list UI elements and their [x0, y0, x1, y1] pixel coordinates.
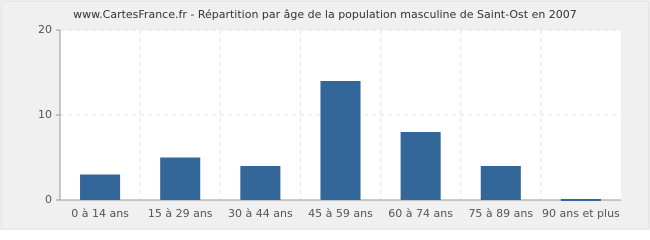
bar	[320, 81, 361, 200]
x-tick-label: 60 à 74 ans	[388, 207, 453, 220]
x-tick-label: 90 ans et plus	[542, 207, 620, 220]
x-tick-label: 15 à 29 ans	[148, 207, 213, 220]
chart: www.CartesFrance.fr - Répartition par âg…	[0, 0, 650, 230]
chart-title: www.CartesFrance.fr - Répartition par âg…	[73, 8, 577, 21]
x-tick-label: 30 à 44 ans	[228, 207, 293, 220]
bar	[560, 199, 601, 201]
bar	[80, 174, 121, 200]
y-tick-label: 20	[38, 23, 52, 36]
bar	[240, 166, 281, 200]
bar	[400, 132, 441, 200]
bar	[480, 166, 521, 200]
x-tick-label: 0 à 14 ans	[71, 207, 129, 220]
bar	[160, 157, 201, 200]
y-tick-label: 10	[38, 108, 52, 121]
x-tick-label: 75 à 89 ans	[468, 207, 533, 220]
x-tick-label: 45 à 59 ans	[308, 207, 373, 220]
y-tick-label: 0	[45, 193, 52, 206]
